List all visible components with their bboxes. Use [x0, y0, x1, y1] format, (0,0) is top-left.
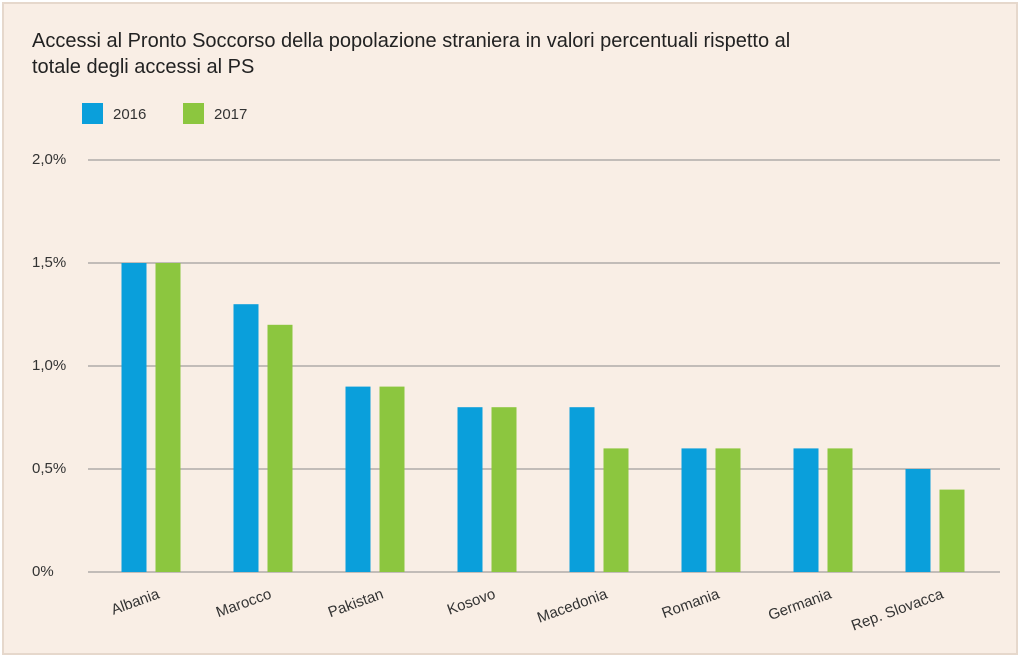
bar — [793, 448, 819, 572]
y-tick-label: 0% — [32, 563, 54, 580]
bar — [155, 263, 181, 572]
bar — [121, 263, 147, 572]
legend-label: 2017 — [214, 106, 247, 123]
bar — [681, 448, 707, 572]
y-tick-label: 1,0% — [32, 357, 66, 374]
bar — [905, 469, 931, 572]
bar — [491, 407, 517, 572]
bar — [379, 386, 405, 572]
bar — [827, 448, 853, 572]
y-tick-label: 1,5% — [32, 254, 66, 271]
legend-swatch — [183, 103, 204, 124]
legend-label: 2016 — [113, 106, 146, 123]
bar — [233, 304, 259, 572]
y-tick-label: 2,0% — [32, 151, 66, 168]
bar — [457, 407, 483, 572]
legend-swatch — [82, 103, 103, 124]
bar — [715, 448, 741, 572]
bar — [939, 489, 965, 572]
y-tick-label: 0,5% — [32, 460, 66, 477]
bar — [569, 407, 595, 572]
bar — [345, 386, 371, 572]
bar — [267, 324, 293, 572]
chart-title: Accessi al Pronto Soccorso della popolaz… — [32, 30, 791, 78]
bar — [603, 448, 629, 572]
